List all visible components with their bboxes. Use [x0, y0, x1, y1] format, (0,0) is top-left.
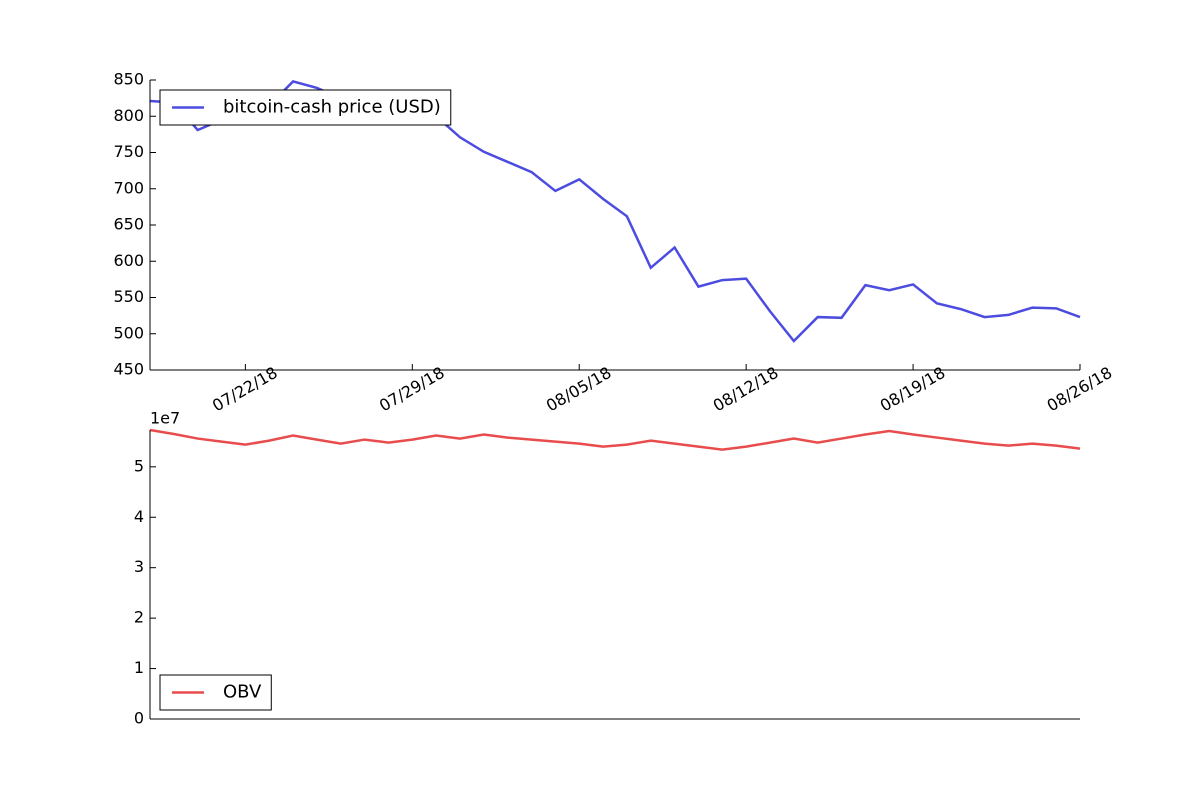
- legend: OBV: [159, 674, 272, 711]
- axis-offset-label: 1e7: [150, 409, 180, 428]
- y-tick-label: 2: [134, 608, 144, 627]
- y-tick-label: 1: [134, 658, 144, 677]
- y-tick-label: 700: [113, 178, 144, 197]
- y-tick-label: 600: [113, 251, 144, 270]
- x-tick-label: 07/22/18: [209, 363, 281, 415]
- legend-label: OBV: [223, 682, 262, 703]
- x-tick-label: 08/19/18: [877, 363, 949, 415]
- y-tick-label: 650: [113, 215, 144, 234]
- series-line: [149, 428, 1081, 451]
- y-tick-label: 3: [134, 557, 144, 576]
- x-tick-label: 08/05/18: [543, 363, 615, 415]
- y-tick-label: 550: [113, 287, 144, 306]
- y-tick-label: 500: [113, 323, 144, 342]
- legend-label: bitcoin-cash price (USD): [223, 97, 441, 118]
- y-tick-label: 5: [134, 456, 144, 475]
- series-line: [149, 80, 1081, 343]
- y-tick-label: 850: [113, 70, 144, 89]
- y-tick-label: 0: [134, 709, 144, 728]
- y-tick-label: 4: [134, 507, 144, 526]
- x-tick-label: 08/26/18: [1044, 363, 1116, 415]
- x-tick-label: 07/29/18: [376, 363, 448, 415]
- legend-box: [159, 89, 452, 126]
- y-tick-label: 800: [113, 106, 144, 125]
- y-tick-label: 450: [113, 360, 144, 379]
- x-tick-label: 08/12/18: [710, 363, 782, 415]
- legend: bitcoin-cash price (USD): [159, 89, 452, 126]
- y-tick-label: 750: [113, 142, 144, 161]
